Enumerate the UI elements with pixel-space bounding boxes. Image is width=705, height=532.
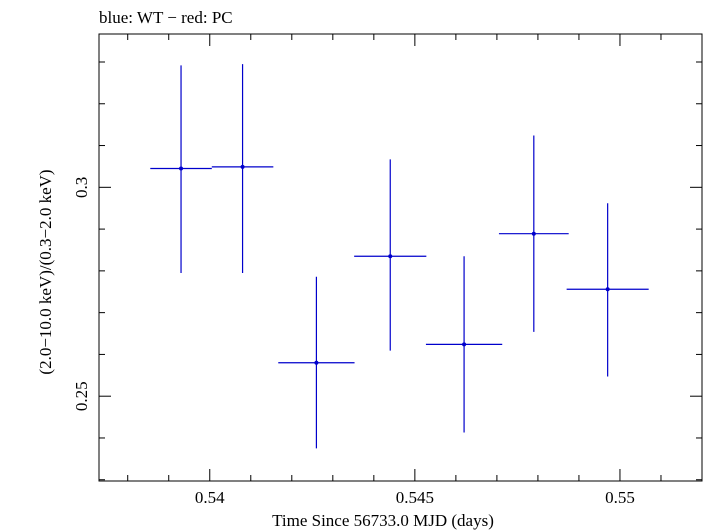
chart-title: blue: WT − red: PC xyxy=(99,8,233,27)
data-point xyxy=(278,276,355,449)
data-marker xyxy=(605,287,610,292)
plot-frame xyxy=(98,33,703,482)
data-marker xyxy=(314,360,319,365)
axis-ticks xyxy=(99,34,703,481)
data-marker xyxy=(388,254,393,259)
data-point xyxy=(354,159,427,351)
data-point xyxy=(150,65,212,273)
data-marker xyxy=(462,342,467,347)
data-point xyxy=(211,64,274,273)
x-tick-label: 0.545 xyxy=(396,488,434,507)
x-tick-label: 0.54 xyxy=(195,488,225,507)
data-point xyxy=(498,135,569,332)
y-tick-label: 0.25 xyxy=(72,381,91,411)
data-points xyxy=(150,64,649,449)
x-tick-label: 0.55 xyxy=(605,488,635,507)
axis-tick-labels: 0.54 0.545 0.55 0.25 0.3 xyxy=(72,177,635,507)
data-point xyxy=(566,203,649,377)
data-marker xyxy=(531,231,536,236)
y-tick-label: 0.3 xyxy=(72,177,91,198)
y-axis-label: (2.0−10.0 keV)/(0.3−2.0 keV) xyxy=(36,169,55,374)
data-point xyxy=(425,256,503,433)
data-marker xyxy=(240,164,245,169)
x-axis-label: Time Since 56733.0 MJD (days) xyxy=(272,511,494,530)
data-marker xyxy=(179,166,184,171)
